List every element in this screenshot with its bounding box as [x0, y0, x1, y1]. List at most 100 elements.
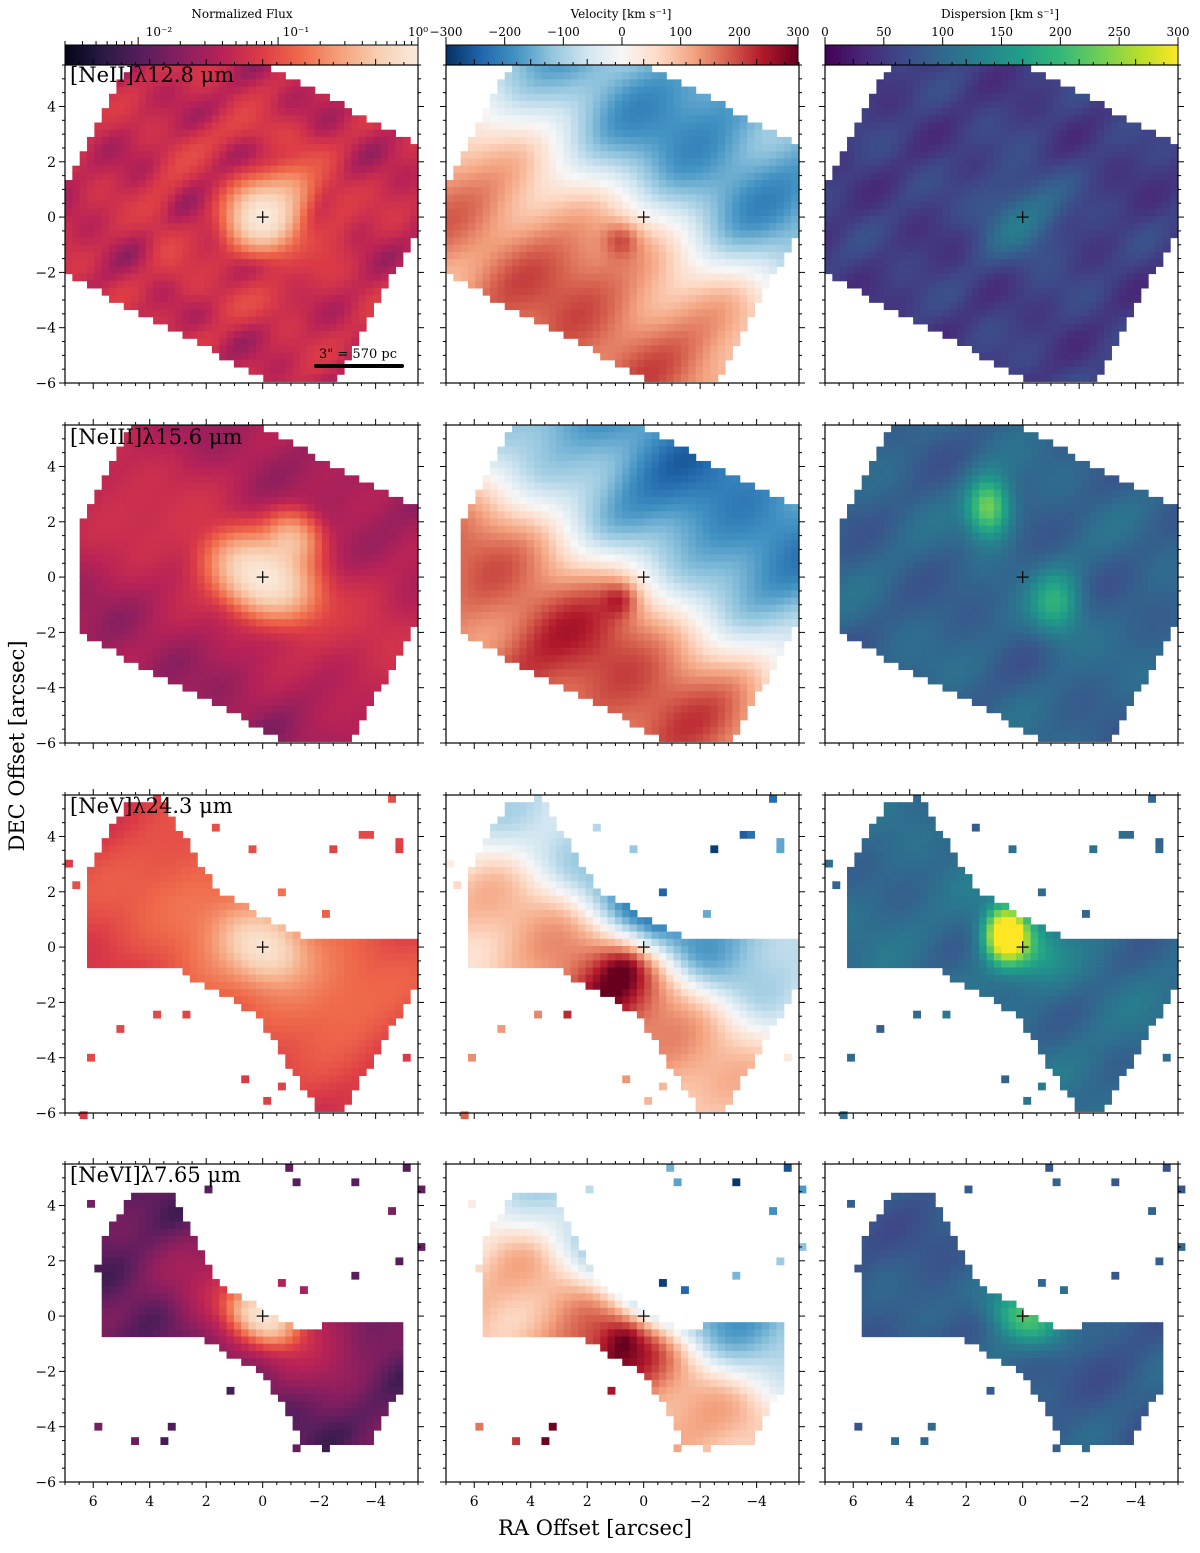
- map-pixel: [1053, 158, 1061, 166]
- map-pixel: [94, 158, 102, 166]
- map-pixel: [329, 245, 337, 253]
- map-pixel: [754, 230, 762, 238]
- map-pixel: [490, 123, 498, 131]
- map-pixel: [300, 245, 308, 253]
- map-pixel: [205, 180, 213, 188]
- map-pixel: [395, 230, 403, 238]
- map-pixel: [935, 216, 943, 224]
- map-pixel: [740, 223, 748, 231]
- map-pixel: [234, 158, 242, 166]
- map-pixel: [1075, 309, 1083, 317]
- map-pixel: [197, 144, 205, 152]
- map-pixel: [979, 166, 987, 174]
- map-pixel: [762, 209, 770, 217]
- map-pixel: [490, 173, 498, 181]
- map-pixel: [87, 238, 95, 246]
- map-pixel: [249, 216, 257, 224]
- map-pixel: [854, 166, 862, 174]
- map-pixel: [1089, 194, 1097, 202]
- map-pixel: [116, 173, 124, 181]
- map-pixel: [920, 238, 928, 246]
- map-pixel: [710, 302, 718, 310]
- map-pixel: [94, 266, 102, 274]
- map-pixel: [534, 94, 542, 102]
- map-pixel: [644, 238, 652, 246]
- map-pixel: [1031, 317, 1039, 325]
- map-pixel: [271, 94, 279, 102]
- map-pixel: [549, 266, 557, 274]
- map-pixel: [315, 187, 323, 195]
- map-pixel: [754, 209, 762, 217]
- map-pixel: [519, 288, 527, 296]
- map-pixel: [703, 274, 711, 282]
- map-pixel: [586, 87, 594, 95]
- map-pixel: [884, 87, 892, 95]
- map-pixel: [1009, 238, 1017, 246]
- map-pixel: [475, 252, 483, 260]
- map-pixel: [942, 281, 950, 289]
- map-pixel: [688, 345, 696, 353]
- map-pixel: [182, 302, 190, 310]
- map-pixel: [1067, 266, 1075, 274]
- map-pixel: [593, 202, 601, 210]
- map-pixel: [541, 166, 549, 174]
- map-pixel: [703, 202, 711, 210]
- map-pixel: [1111, 173, 1119, 181]
- map-pixel: [329, 338, 337, 346]
- map-pixel: [732, 288, 740, 296]
- map-pixel: [293, 94, 301, 102]
- map-pixel: [703, 108, 711, 116]
- map-pixel: [271, 259, 279, 267]
- map-pixel: [197, 108, 205, 116]
- map-pixel: [1126, 123, 1134, 131]
- map-pixel: [410, 187, 418, 195]
- map-pixel: [747, 166, 755, 174]
- map-pixel: [979, 259, 987, 267]
- map-pixel: [696, 338, 704, 346]
- map-pixel: [109, 144, 117, 152]
- map-pixel: [615, 302, 623, 310]
- map-pixel: [293, 79, 301, 87]
- map-pixel: [637, 166, 645, 174]
- map-pixel: [307, 115, 315, 123]
- map-pixel: [490, 158, 498, 166]
- map-pixel: [131, 158, 139, 166]
- map-pixel: [847, 137, 855, 145]
- map-pixel: [337, 230, 345, 238]
- map-pixel: [534, 151, 542, 159]
- map-pixel: [234, 216, 242, 224]
- map-pixel: [1089, 331, 1097, 339]
- map-pixel: [876, 166, 884, 174]
- map-pixel: [190, 87, 198, 95]
- map-pixel: [994, 338, 1002, 346]
- map-pixel: [300, 317, 308, 325]
- map-pixel: [710, 137, 718, 145]
- map-pixel: [666, 259, 674, 267]
- map-pixel: [703, 331, 711, 339]
- map-pixel: [876, 123, 884, 131]
- map-pixel: [1009, 324, 1017, 332]
- map-pixel: [534, 274, 542, 282]
- map-pixel: [769, 194, 777, 202]
- map-pixel: [1111, 130, 1119, 138]
- map-pixel: [1016, 187, 1024, 195]
- map-pixel: [1001, 108, 1009, 116]
- map-pixel: [600, 281, 608, 289]
- map-pixel: [586, 137, 594, 145]
- map-pixel: [965, 338, 973, 346]
- map-pixel: [718, 209, 726, 217]
- map-pixel: [898, 108, 906, 116]
- map-pixel: [293, 202, 301, 210]
- map-pixel: [541, 317, 549, 325]
- map-pixel: [688, 87, 696, 95]
- map-pixel: [913, 187, 921, 195]
- map-pixel: [906, 288, 914, 296]
- map-pixel: [556, 115, 564, 123]
- map-pixel: [307, 302, 315, 310]
- map-pixel: [344, 238, 352, 246]
- map-pixel: [593, 65, 601, 73]
- map-pixel: [622, 202, 630, 210]
- map-pixel: [1023, 137, 1031, 145]
- map-pixel: [1126, 166, 1134, 174]
- colorbar-velocity-gradient: [446, 45, 798, 65]
